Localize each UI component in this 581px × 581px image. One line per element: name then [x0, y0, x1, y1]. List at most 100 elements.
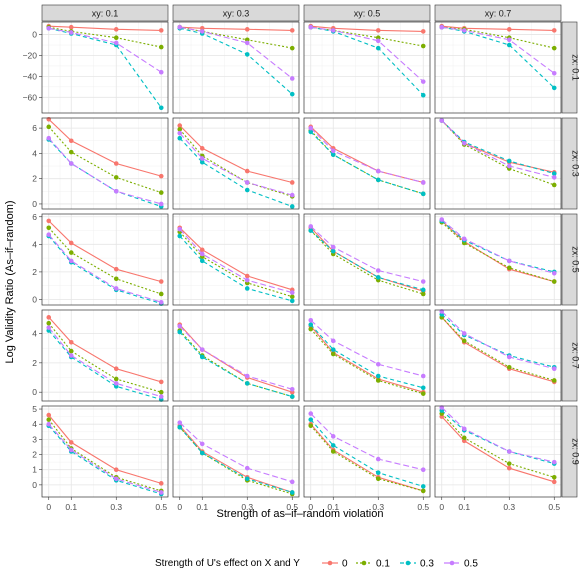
- data-point-0.1: [420, 391, 426, 396]
- series-line-0.3: [441, 313, 555, 368]
- data-point-0.5: [420, 180, 426, 185]
- panel-border: [41, 405, 169, 498]
- y-tick-label: 5: [32, 404, 37, 414]
- data-point-0.3: [199, 258, 205, 264]
- panel-background: [435, 118, 561, 209]
- data-point-0.1: [68, 348, 74, 354]
- series-line-0.1: [441, 120, 555, 186]
- data-point-0: [177, 123, 183, 128]
- data-point-0.1: [68, 250, 74, 255]
- data-point-0.5: [551, 175, 557, 180]
- data-point-0.5: [506, 258, 512, 264]
- data-point-0.1: [113, 376, 119, 382]
- data-point-0: [420, 29, 426, 34]
- panel: [303, 213, 431, 306]
- data-point-0.5: [68, 258, 74, 264]
- data-point-0.1: [46, 417, 52, 422]
- panel: [434, 405, 562, 498]
- data-point-0.5: [177, 420, 183, 425]
- data-point-0: [375, 28, 381, 33]
- legend-label: 0.3: [420, 559, 434, 570]
- data-point-0: [46, 412, 52, 418]
- series-line-0.3: [310, 230, 424, 291]
- panel-border: [303, 213, 431, 306]
- series-line-0.3: [48, 330, 162, 401]
- row-strip-label: zx: 0.3: [571, 150, 581, 177]
- series-line-0.1: [48, 322, 162, 393]
- panel: [172, 405, 300, 498]
- data-point-0.5: [158, 299, 164, 305]
- series-line-0.5: [179, 325, 293, 390]
- data-point-0.5: [46, 421, 52, 427]
- data-point-0.5: [551, 270, 557, 276]
- panel-background: [173, 406, 299, 497]
- data-point-0.5: [113, 40, 119, 46]
- series-line-0: [48, 25, 162, 31]
- data-point-0.5: [244, 373, 250, 379]
- data-point-0: [68, 240, 74, 246]
- data-point-0.1: [420, 43, 426, 49]
- data-point-0.3: [289, 91, 295, 97]
- data-point-0: [244, 168, 250, 174]
- data-point-0.5: [199, 251, 205, 257]
- panel: [172, 213, 300, 306]
- data-point-0.5: [158, 394, 164, 399]
- series-line-0: [441, 416, 555, 483]
- series-line-0.1: [441, 26, 555, 49]
- panel: [172, 21, 300, 114]
- data-point-0.3: [375, 275, 381, 280]
- data-point-0.1: [68, 149, 74, 155]
- data-point-0.1: [113, 276, 119, 282]
- data-point-0: [158, 28, 164, 33]
- data-point-0.5: [506, 354, 512, 360]
- data-point-0.1: [506, 364, 512, 370]
- series-line-0: [48, 118, 162, 177]
- x-tick-label: 0.1: [327, 502, 339, 512]
- data-point-0.3: [375, 177, 381, 183]
- data-point-0.5: [46, 135, 52, 141]
- legend-key-point-0: [327, 560, 333, 566]
- data-point-0.5: [461, 236, 467, 242]
- panel-background: [173, 118, 299, 209]
- panel: [41, 213, 169, 306]
- data-point-0.5: [330, 434, 336, 439]
- data-point-0.1: [113, 175, 119, 180]
- data-point-0.1: [289, 294, 295, 300]
- data-point-0.5: [113, 381, 119, 386]
- data-point-0.5: [506, 37, 512, 43]
- x-tick-label: 0.3: [503, 502, 515, 512]
- panel-border: [303, 405, 431, 498]
- legend-label: 0: [342, 559, 348, 570]
- series-line-0.1: [441, 221, 555, 283]
- y-tick-label: 4: [32, 148, 37, 158]
- data-point-0.1: [158, 44, 164, 50]
- data-point-0.1: [158, 291, 164, 297]
- data-point-0: [199, 146, 205, 151]
- data-point-0.3: [420, 484, 426, 489]
- series-line-0.3: [310, 131, 424, 195]
- data-point-0.3: [330, 152, 336, 157]
- panel-background: [42, 214, 168, 305]
- series-line-0.3: [48, 27, 162, 109]
- data-point-0.3: [244, 286, 250, 291]
- data-point-0: [113, 366, 119, 372]
- series-line-0.3: [179, 235, 293, 302]
- data-point-0: [113, 27, 119, 32]
- data-point-0.3: [177, 424, 183, 430]
- panel-background: [435, 406, 561, 497]
- series-line-0: [179, 125, 293, 184]
- data-point-0.5: [68, 447, 74, 453]
- data-point-0.5: [289, 290, 295, 295]
- data-point-0.3: [199, 159, 205, 165]
- panel-border: [172, 405, 300, 498]
- data-point-0.5: [46, 25, 52, 31]
- data-point-0.5: [375, 456, 381, 462]
- series-line-0.1: [179, 231, 293, 298]
- data-point-0.3: [308, 417, 314, 422]
- data-point-0.5: [46, 325, 52, 330]
- y-tick-label: 2: [32, 450, 37, 460]
- series-line-0.5: [441, 407, 555, 463]
- series-line-0.1: [441, 413, 555, 478]
- data-point-0: [68, 440, 74, 445]
- data-point-0.3: [330, 347, 336, 352]
